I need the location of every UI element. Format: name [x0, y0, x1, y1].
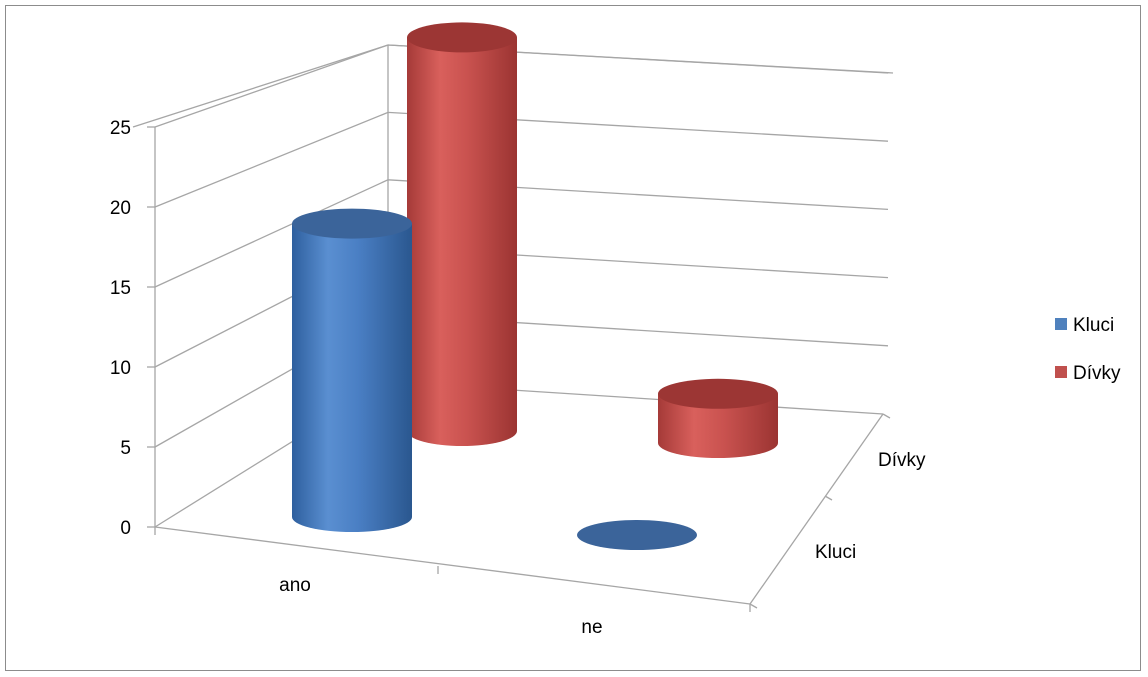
bar-cylinder	[292, 208, 412, 532]
bar-body	[292, 223, 412, 532]
y-tick-label: 25	[110, 118, 131, 139]
bar-body	[658, 393, 778, 458]
bar-top	[292, 208, 412, 239]
legend-label: Dívky	[1073, 363, 1121, 384]
bar-cylinder	[577, 520, 697, 550]
depth-tick-mark	[882, 413, 891, 419]
legend-swatch	[1055, 318, 1067, 330]
depth-tick-label: Kluci	[815, 542, 856, 563]
y-tick-label: 5	[120, 438, 131, 459]
floor-front-edge	[154, 526, 751, 605]
floor-right-edge	[749, 413, 884, 605]
chart-bars	[292, 22, 778, 550]
depth-axis-labels: Dívky Kluci	[749, 413, 926, 609]
bar-top	[407, 22, 517, 53]
x-tick-label: ano	[279, 575, 311, 596]
bar-body	[407, 37, 517, 447]
x-axis-labels: ano ne	[154, 527, 751, 638]
bar-cylinder	[407, 22, 517, 447]
side-wall-edge	[132, 44, 389, 128]
depth-tick-mark	[824, 495, 833, 501]
legend-swatch	[1055, 366, 1067, 378]
chart-frame	[5, 5, 1141, 671]
x-tick-label: ne	[581, 617, 602, 638]
gridline	[154, 44, 889, 128]
gridline	[154, 179, 889, 288]
y-tick-label: 0	[120, 518, 131, 539]
bar-top	[577, 520, 697, 550]
y-tick-label: 20	[110, 198, 131, 219]
gridline	[154, 111, 889, 208]
legend-label: Kluci	[1073, 315, 1114, 336]
legend: Kluci Dívky	[1055, 315, 1121, 384]
bar-cylinder	[658, 378, 778, 458]
bar-top	[658, 378, 778, 409]
gridlines	[154, 44, 889, 448]
y-tick-label: 10	[110, 358, 131, 379]
gridline	[154, 246, 889, 368]
y-tick-labels: 0 5 10 15 20 25	[110, 118, 155, 539]
y-tick-label: 15	[110, 278, 131, 299]
depth-tick-mark	[749, 603, 758, 609]
depth-tick-label: Dívky	[878, 450, 926, 471]
gridline	[154, 313, 889, 448]
